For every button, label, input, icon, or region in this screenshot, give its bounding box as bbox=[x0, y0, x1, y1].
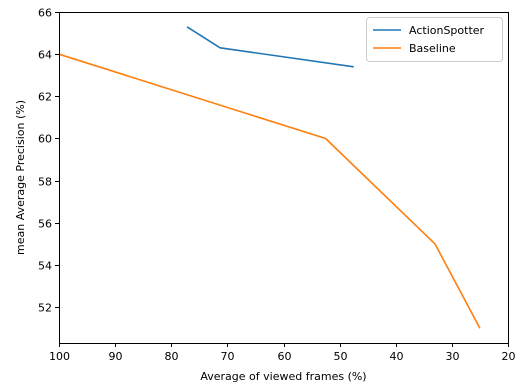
legend-entry-label: ActionSpotter bbox=[409, 24, 485, 37]
axis-ticks: 100 90 80 70 60 50 40 30 20 52 54 56 58 60 62 64 66 bbox=[38, 7, 516, 364]
legend-box bbox=[366, 17, 503, 62]
x-tick-label: 30 bbox=[446, 350, 460, 363]
x-tick-label: 90 bbox=[109, 350, 123, 363]
x-tick-label: 100 bbox=[49, 350, 70, 363]
plot-area bbox=[58, 26, 481, 329]
legend-entry-label: Baseline bbox=[409, 42, 456, 55]
y-tick-label: 58 bbox=[38, 176, 52, 189]
y-tick-label: 62 bbox=[38, 91, 52, 104]
y-tick-label: 54 bbox=[38, 260, 52, 273]
legend: ActionSpotter Baseline bbox=[366, 17, 503, 62]
y-tick-label: 60 bbox=[38, 133, 52, 146]
x-tick-label: 50 bbox=[334, 350, 348, 363]
x-axis-label: Average of viewed frames (%) bbox=[200, 370, 366, 383]
series-line-baseline bbox=[58, 53, 481, 329]
y-tick-label: 66 bbox=[38, 7, 52, 20]
y-tick-label: 64 bbox=[38, 49, 52, 62]
x-tick-label: 60 bbox=[278, 350, 292, 363]
x-tick-label: 40 bbox=[390, 350, 404, 363]
x-tick-label: 70 bbox=[221, 350, 235, 363]
series-line-actionspotter bbox=[186, 26, 354, 68]
y-tick-label: 56 bbox=[38, 218, 52, 231]
x-tick-label: 80 bbox=[165, 350, 179, 363]
x-tick-label: 20 bbox=[502, 350, 516, 363]
y-tick-label: 52 bbox=[38, 302, 52, 315]
y-axis-label: mean Average Precision (%) bbox=[14, 100, 27, 255]
